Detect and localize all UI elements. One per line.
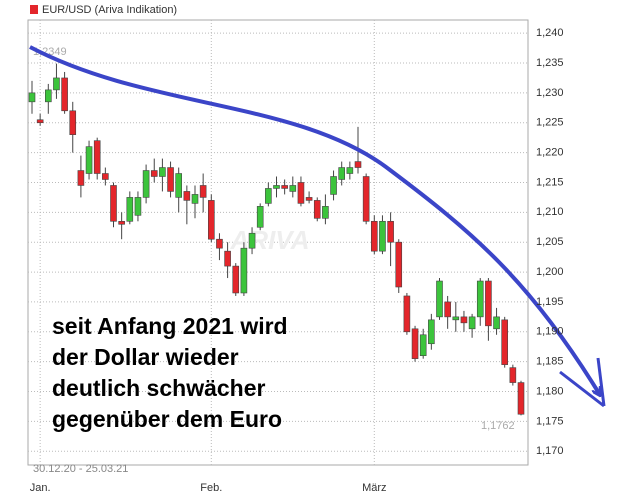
y-tick-label: 1,215 bbox=[536, 176, 564, 188]
candle-body bbox=[395, 241, 403, 288]
y-tick-label: 1,240 bbox=[536, 27, 564, 39]
y-tick-label: 1,195 bbox=[536, 296, 564, 308]
last-label: 1,1762 bbox=[481, 420, 515, 432]
candle-body bbox=[501, 319, 509, 365]
candle-body bbox=[126, 197, 134, 222]
y-tick-label: 1,230 bbox=[536, 87, 564, 99]
annotation-line: deutlich schwächer bbox=[52, 375, 266, 401]
candle-body bbox=[110, 185, 117, 222]
candle-body bbox=[436, 280, 443, 318]
candle-body bbox=[419, 334, 427, 356]
candle-body bbox=[199, 185, 207, 198]
candle-body bbox=[322, 206, 329, 219]
x-tick-label: Feb. bbox=[200, 482, 222, 494]
candle-body bbox=[485, 280, 492, 327]
candle-body bbox=[69, 110, 77, 135]
candle-body bbox=[265, 188, 272, 204]
candle-body bbox=[509, 367, 517, 383]
candle-body bbox=[248, 232, 256, 249]
candle-body bbox=[93, 140, 101, 174]
annotation-line: der Dollar wieder bbox=[52, 344, 239, 370]
candle-body bbox=[77, 170, 85, 186]
candle-body bbox=[134, 197, 142, 216]
candle-body bbox=[476, 280, 484, 318]
y-tick-label: 1,185 bbox=[536, 356, 564, 368]
candle-body bbox=[305, 197, 313, 201]
candle-body bbox=[191, 194, 199, 204]
candle-body bbox=[346, 167, 354, 174]
candle-body bbox=[452, 316, 460, 321]
candle-body bbox=[493, 316, 500, 330]
candle-body bbox=[175, 173, 182, 198]
candle-body bbox=[232, 265, 240, 294]
candle-body bbox=[460, 316, 468, 324]
y-tick-label: 1,175 bbox=[536, 415, 564, 427]
legend-swatch bbox=[30, 5, 38, 14]
arrow-head bbox=[559, 357, 606, 408]
candle-body bbox=[444, 301, 451, 318]
candle-body bbox=[379, 220, 386, 252]
candle-body bbox=[468, 316, 476, 330]
candle-body bbox=[411, 328, 419, 359]
candles bbox=[28, 63, 525, 416]
y-tick-label: 1,190 bbox=[536, 326, 564, 338]
candle-body bbox=[216, 238, 223, 249]
candle-body bbox=[273, 185, 280, 189]
candle-body bbox=[150, 170, 158, 177]
candle-body bbox=[517, 382, 525, 415]
annotation-line: gegenüber dem Euro bbox=[52, 406, 282, 432]
candle-body bbox=[428, 319, 435, 345]
candle-body bbox=[338, 167, 346, 180]
range-label: 30.12.20 - 25.03.21 bbox=[33, 463, 128, 475]
candle-body bbox=[281, 185, 288, 189]
y-tick-label: 1,180 bbox=[536, 385, 564, 397]
y-tick-label: 1,235 bbox=[536, 57, 564, 69]
x-tick-label: März bbox=[362, 482, 386, 494]
trend-arrow bbox=[29, 45, 600, 395]
candle-body bbox=[362, 176, 370, 222]
candle-body bbox=[167, 167, 174, 192]
annotation: seit Anfang 2021 wird der Dollar wieder de… bbox=[52, 313, 288, 432]
candle-body bbox=[142, 170, 150, 198]
candle-body bbox=[240, 247, 248, 294]
candle-body bbox=[183, 191, 191, 201]
candle-body bbox=[44, 89, 52, 103]
candle-body bbox=[208, 200, 215, 240]
candle-body bbox=[28, 92, 36, 103]
candle-body bbox=[330, 176, 337, 195]
candle-body bbox=[53, 77, 60, 91]
legend-label: EUR/USD (Ariva Indikation) bbox=[42, 4, 177, 16]
candle-body bbox=[159, 167, 166, 177]
candle-body bbox=[118, 220, 125, 225]
y-tick-label: 1,170 bbox=[536, 445, 564, 457]
candle-body bbox=[61, 77, 68, 112]
candle-body bbox=[370, 220, 378, 252]
candle-body bbox=[289, 185, 297, 192]
candle-body bbox=[36, 119, 44, 124]
candle-body bbox=[313, 200, 321, 219]
candle-body bbox=[102, 173, 109, 180]
y-tick-label: 1,200 bbox=[536, 266, 564, 278]
grid bbox=[28, 20, 528, 465]
x-tick-label: Jan. bbox=[30, 482, 51, 494]
candle-body bbox=[224, 250, 231, 267]
y-tick-label: 1,225 bbox=[536, 117, 564, 129]
candle-body bbox=[297, 182, 305, 204]
annotation-line: seit Anfang 2021 wird bbox=[52, 313, 288, 339]
y-tick-label: 1,210 bbox=[536, 206, 564, 218]
y-tick-label: 1,220 bbox=[536, 147, 564, 159]
candle-body bbox=[387, 220, 394, 243]
candle-body bbox=[403, 295, 411, 333]
candle-body bbox=[354, 161, 362, 168]
candle-body bbox=[85, 146, 93, 174]
y-tick-label: 1,205 bbox=[536, 236, 564, 248]
candle-body bbox=[256, 206, 264, 228]
